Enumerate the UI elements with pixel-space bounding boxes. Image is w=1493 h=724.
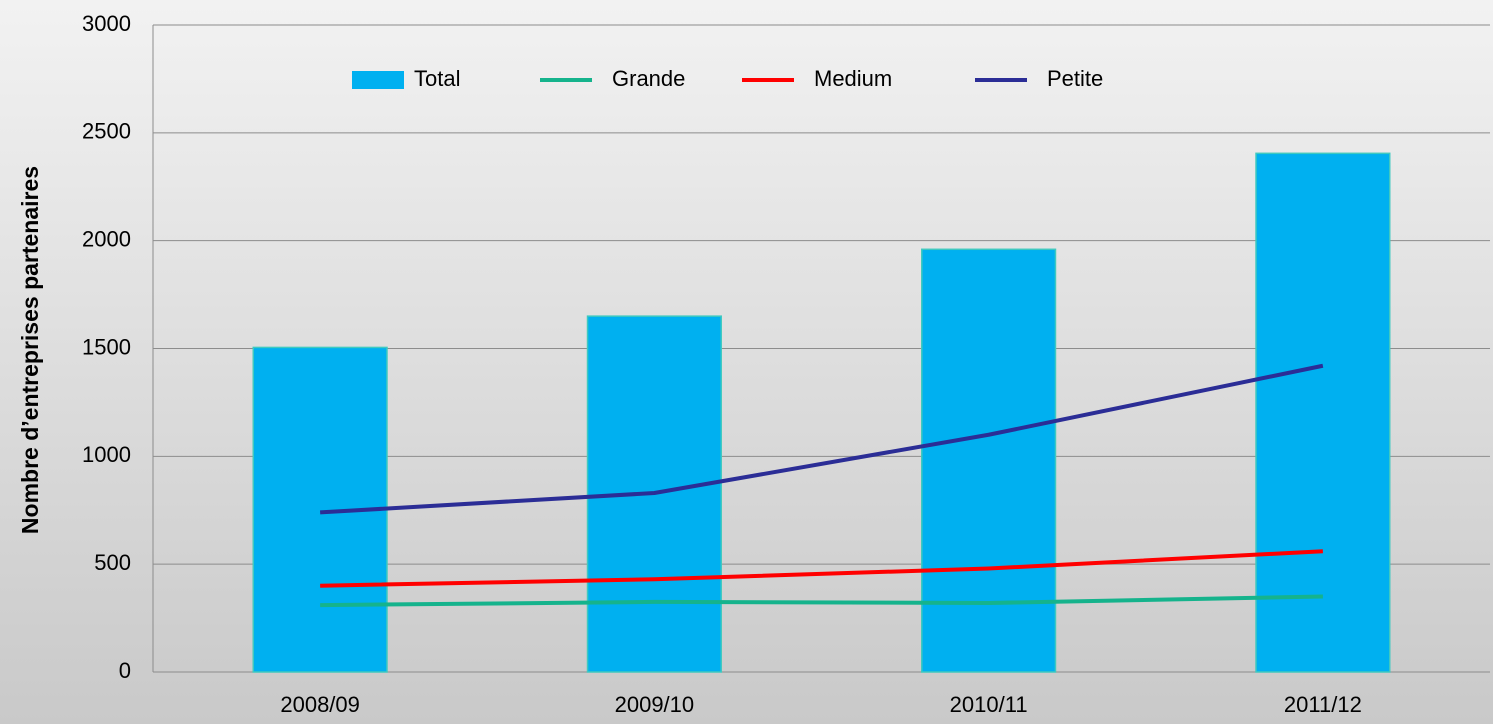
- y-tick-label: 500: [94, 550, 131, 575]
- line: [320, 549, 1323, 588]
- bar: [1255, 152, 1391, 673]
- line: [320, 594, 1323, 608]
- legend-label: Petite: [1047, 66, 1103, 91]
- x-tick-label: 2010/11: [950, 692, 1028, 717]
- y-tick-label: 1000: [82, 442, 131, 467]
- legend-label: Total: [414, 66, 460, 91]
- bar: [921, 248, 1057, 673]
- y-tick-label: 1500: [82, 334, 131, 359]
- x-tick-label: 2008/09: [280, 692, 360, 717]
- line: [320, 363, 1324, 515]
- legend-label: Grande: [612, 66, 685, 91]
- x-tick-label: 2011/12: [1284, 692, 1362, 717]
- y-tick-label: 2500: [82, 119, 131, 144]
- legend-label: Medium: [814, 66, 892, 91]
- x-tick-label: 2009/10: [615, 692, 695, 717]
- y-tick-label: 3000: [82, 11, 131, 36]
- y-axis-label: Nombre d’entreprises partenaires: [17, 166, 43, 534]
- y-tick-label: 0: [119, 658, 131, 683]
- legend-swatch: [352, 71, 404, 89]
- y-tick-label: 2000: [82, 226, 131, 251]
